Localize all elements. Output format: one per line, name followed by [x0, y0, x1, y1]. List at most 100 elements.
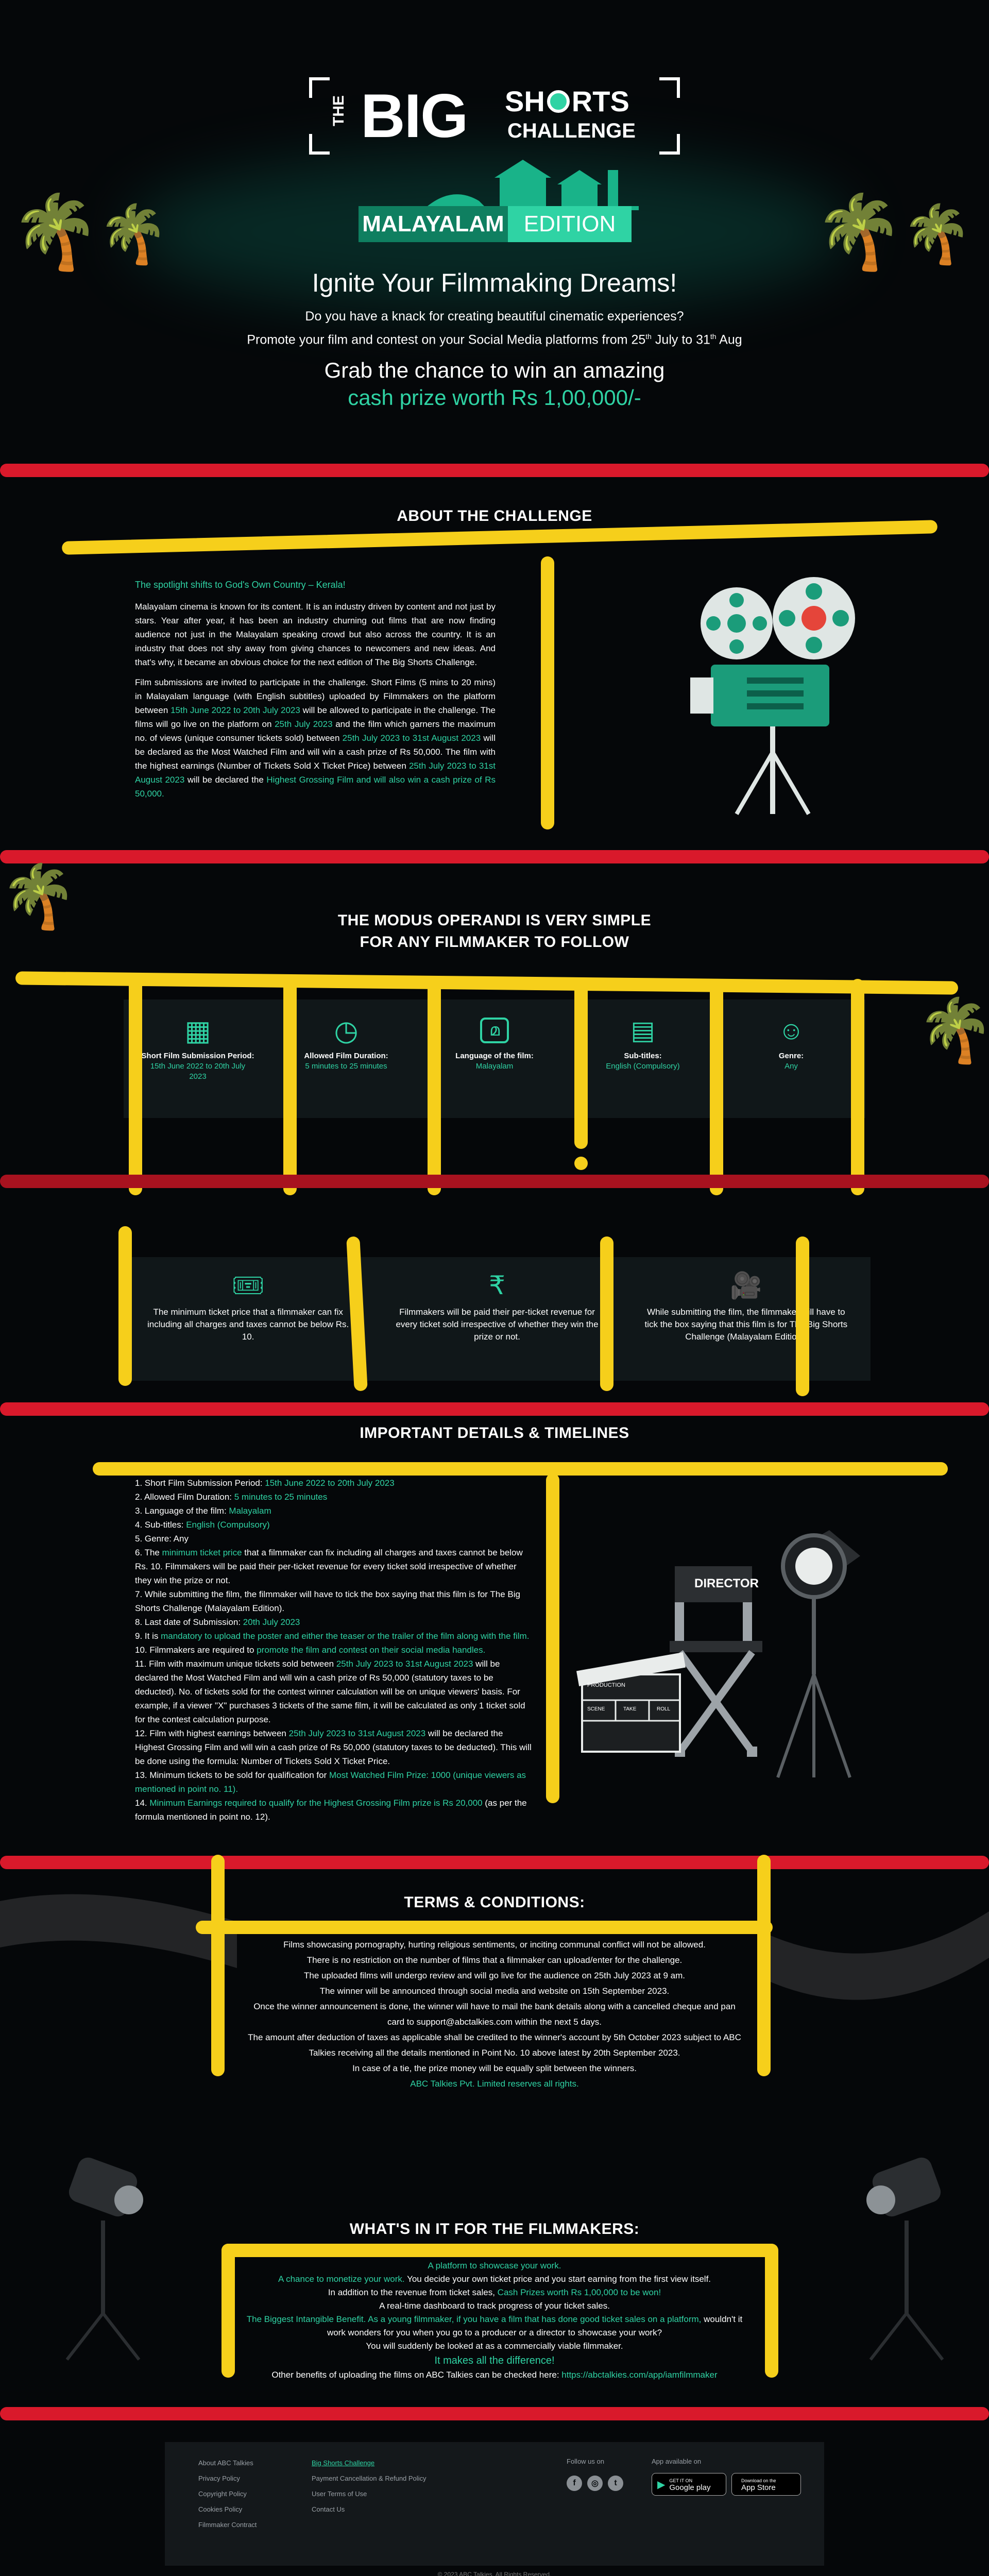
annotation-stroke: [221, 2244, 778, 2257]
film-reel-icon: [547, 90, 570, 113]
annotation-stroke: [196, 1921, 773, 1934]
footer-link-big-shorts[interactable]: Big Shorts Challenge: [312, 2459, 375, 2467]
palm-tree-icon: 🌴: [98, 202, 168, 266]
annotation-stroke: [546, 1473, 559, 1803]
annotation-stroke: [765, 2244, 778, 2378]
modus-card-submission: ▦ Short Film Submission Period: 15th Jun…: [124, 1010, 272, 1113]
app-store-button[interactable]: Download on the App Store: [731, 2473, 801, 2496]
modus-card-genre: ☺ Genre: Any: [717, 1010, 865, 1113]
footer-link[interactable]: User Terms of Use: [312, 2490, 367, 2498]
terms-line: Films showcasing pornography, hurting re…: [283, 1940, 706, 1950]
google-play-icon: ▶: [657, 2479, 666, 2490]
benefits-list: A platform to showcase your work. A chan…: [237, 2259, 752, 2382]
about-paragraph-1: Malayalam cinema is known for its conten…: [135, 602, 496, 667]
palm-tree-icon: 🌴: [0, 862, 77, 931]
terms-list: Films showcasing pornography, hurting re…: [247, 1937, 742, 2092]
ticket-icon: 🎟: [231, 1270, 265, 1300]
footer-link[interactable]: Contact Us: [312, 2505, 345, 2513]
hero-prize: cash prize worth Rs 1,00,000/-: [348, 385, 641, 410]
clock-icon: ◷: [334, 1015, 359, 1046]
terms-line: Once the winner announcement is done, th…: [253, 2002, 736, 2027]
red-divider: [0, 1402, 989, 1416]
benefits-line: The Biggest Intangible Benefit. As a you…: [246, 2314, 743, 2337]
footer-link[interactable]: Copyright Policy: [198, 2490, 247, 2498]
spotlight-right-illustration: [834, 2143, 958, 2365]
annotation-stroke: [211, 1855, 225, 2076]
terms-line: The winner will be announced through soc…: [319, 1986, 670, 1996]
palm-tree-icon: 🌴: [901, 202, 972, 266]
film-strip-left: [0, 1880, 237, 1984]
facebook-icon[interactable]: f: [567, 2476, 582, 2491]
palm-tree-icon: 🌴: [814, 191, 904, 272]
footer: About ABC Talkies Privacy Policy Copyrig…: [165, 2442, 824, 2566]
annotation-stroke: [710, 979, 723, 1195]
annotation-stroke: [61, 520, 938, 555]
red-divider: [0, 850, 989, 863]
hero-grab: Grab the chance to win an amazing: [324, 358, 665, 382]
details-item: 8. Last date of Submission: 20th July 20…: [135, 1617, 300, 1627]
footer-link[interactable]: Payment Cancellation & Refund Policy: [312, 2475, 427, 2482]
details-item: 5. Genre: Any: [135, 1534, 189, 1544]
footer-link[interactable]: Privacy Policy: [198, 2475, 240, 2482]
film-strip-right: [762, 1901, 989, 2025]
edition-banner: MALAYALAM EDITION: [359, 206, 632, 242]
instagram-icon[interactable]: ◎: [587, 2476, 603, 2491]
about-text-block: The spotlight shifts to God's Own Countr…: [135, 580, 496, 801]
annotation-stroke: [851, 979, 864, 1195]
terms-closing: ABC Talkies Pvt. Limited reserves all ri…: [410, 2079, 579, 2089]
modus-card-duration: ◷ Allowed Film Duration: 5 minutes to 25…: [272, 1010, 420, 1113]
footer-link[interactable]: About ABC Talkies: [198, 2459, 253, 2467]
terms-line: There is no restriction on the number of…: [306, 1955, 683, 1965]
footer-link[interactable]: Cookies Policy: [198, 2505, 243, 2513]
edition-malayalam: MALAYALAM: [359, 206, 508, 242]
terms-line: In case of a tie, the prize money will b…: [352, 2063, 637, 2073]
benefits-line: A chance to monetize your work. You deci…: [278, 2274, 711, 2284]
annotation-stroke: [15, 971, 959, 995]
benefits-title: WHAT'S IN IT FOR THE FILMMAKERS:: [349, 2221, 640, 2238]
benefits-line: A real-time dashboard to track progress …: [379, 2301, 610, 2311]
benefits-line: Other benefits of uploading the films on…: [271, 2370, 718, 2380]
details-item: 13. Minimum tickets to be sold for quali…: [135, 1770, 526, 1794]
annotation-stroke: [574, 979, 588, 1149]
app-label: App available on: [652, 2458, 702, 2465]
twitter-icon[interactable]: t: [608, 2476, 623, 2491]
palm-tree-icon: 🌴: [917, 996, 989, 1065]
benefits-line: In addition to the revenue from ticket s…: [328, 2287, 661, 2297]
annotation-stroke: [221, 2244, 235, 2378]
details-item: 7. While submitting the film, the filmma…: [135, 1589, 520, 1613]
modus-cards: ▦ Short Film Submission Period: 15th Jun…: [124, 1010, 865, 1113]
clapboard-take: TAKE: [623, 1706, 637, 1712]
details-item: 1. Short Film Submission Period: 15th Ju…: [135, 1478, 395, 1488]
terms-line: The amount after deduction of taxes as a…: [248, 2032, 741, 2058]
edition-word: EDITION: [508, 206, 632, 242]
red-divider: [0, 2407, 989, 2420]
details-item: 11. Film with maximum unique tickets sol…: [135, 1659, 525, 1724]
iamfilmmaker-link[interactable]: https://abctalkies.com/app/iamfilmmaker: [561, 2370, 718, 2380]
hero-headline: Ignite Your Filmmaking Dreams!: [312, 268, 677, 297]
modus-wide-card-submit: 🎥 While submitting the film, the filmmak…: [622, 1265, 871, 1378]
red-divider: [0, 1856, 989, 1869]
hero-promote-line: Promote your film and contest on your So…: [247, 332, 742, 347]
details-item: 12. Film with highest earnings between 2…: [135, 1728, 532, 1766]
rupee-icon: ₹: [489, 1271, 505, 1300]
details-item: 2. Allowed Film Duration: 5 minutes to 2…: [135, 1492, 328, 1502]
benefits-line: It makes all the difference!: [434, 2355, 555, 2366]
annotation-stroke: [600, 1236, 613, 1391]
annotation-stroke: [796, 1236, 809, 1396]
logo-challenge: CHALLENGE: [507, 120, 636, 142]
footer-link[interactable]: Filmmaker Contract: [198, 2521, 257, 2529]
terms-title: TERMS & CONDITIONS:: [404, 1894, 585, 1911]
modus-wide-card-revenue: ₹ Filmmakers will be paid their per-tick…: [372, 1265, 621, 1378]
modus-wide-cards-row: [124, 1257, 871, 1381]
details-title: IMPORTANT DETAILS & TIMELINES: [360, 1425, 629, 1442]
genre-icon: ☺: [778, 1016, 805, 1045]
hero-subtitle: Do you have a knack for creating beautif…: [305, 309, 684, 324]
modus-wide-card-ticket: 🎟 The minimum ticket price that a filmma…: [124, 1265, 372, 1378]
annotation-stroke: [118, 1226, 132, 1386]
google-play-button[interactable]: ▶ GET IT ON Google play: [652, 2473, 726, 2496]
modus-title-line-1: THE MODUS OPERANDI IS VERY SIMPLE: [337, 912, 652, 929]
details-list: 1. Short Film Submission Period: 15th Ju…: [135, 1476, 532, 1824]
footer-col-2: Big Shorts Challenge Payment Cancellatio…: [312, 2455, 427, 2517]
modus-card-language: മ Language of the film: Malayalam: [420, 1010, 569, 1113]
clapboard-production: PRODUCTION: [587, 1682, 625, 1688]
